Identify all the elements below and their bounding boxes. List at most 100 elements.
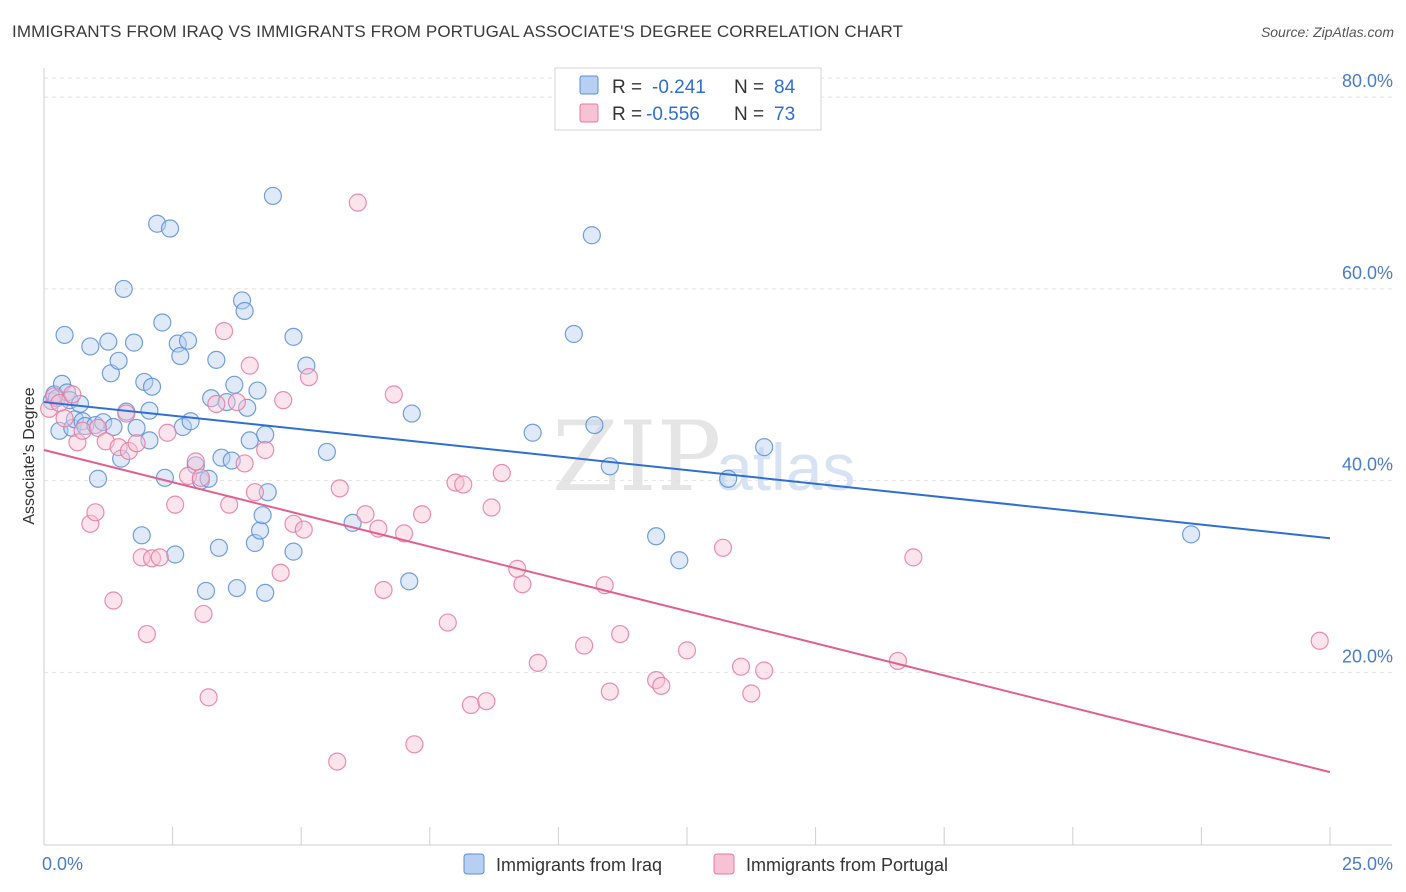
legend-portugal-r-label: R = (612, 104, 642, 125)
source-credit: Source: ZipAtlas.com (1260, 24, 1394, 40)
portugal-point (600, 682, 619, 701)
y-tick-label: 80.0% (1342, 71, 1393, 91)
portugal-point (73, 421, 92, 440)
portugal-point (677, 641, 697, 660)
portugal-point (330, 479, 349, 498)
iraq-point (248, 381, 267, 400)
iraq-point (256, 583, 275, 602)
portugal-point (482, 498, 501, 517)
gridlines (44, 77, 1392, 673)
iraq-point (132, 526, 151, 545)
iraq-point (166, 545, 185, 564)
iraq-point (104, 417, 123, 437)
portugal-point (731, 657, 751, 676)
portugal-point (284, 514, 303, 533)
portugal-point (356, 505, 375, 524)
legend-portugal-swatch (579, 103, 599, 123)
iraq-point (670, 551, 689, 570)
iraq-point (88, 469, 108, 488)
iraq-point (719, 469, 738, 488)
iraq-point (124, 333, 144, 352)
iraq-point (258, 483, 277, 502)
portugal-point (214, 322, 234, 341)
iraq-point (585, 415, 604, 435)
iraq-point (55, 325, 74, 345)
iraq-point (284, 327, 303, 346)
portugal-point (271, 563, 290, 582)
iraq-point (181, 412, 200, 431)
portugal-point (137, 624, 156, 644)
iraq-point (112, 449, 131, 468)
iraq-point (263, 186, 283, 206)
y-tick-label: 20.0% (1342, 646, 1393, 666)
iraq-point (114, 279, 133, 299)
portugal-point (888, 651, 908, 671)
data-points (40, 186, 1329, 771)
y-tick-label: 40.0% (1342, 455, 1393, 475)
iraq-point (523, 423, 542, 442)
trend-lines (43, 401, 1331, 774)
portugal-point (405, 735, 424, 754)
iraq-point (199, 469, 218, 488)
portugal-point (904, 548, 923, 567)
iraq-point (238, 398, 257, 417)
iraq-point (256, 425, 275, 444)
iraq-point (99, 332, 118, 351)
iraq-point (402, 404, 421, 423)
portugal-point (55, 409, 74, 428)
portugal-point (68, 433, 87, 452)
portugal-point (199, 688, 218, 707)
portugal-point (412, 505, 432, 524)
portugal-point (227, 392, 246, 412)
iraq-point (127, 418, 146, 438)
bottom-legend-portugal-label: Immigrants from Portugal (746, 855, 948, 875)
iraq-point (227, 578, 246, 598)
iraq-point (240, 431, 259, 450)
portugal-point (166, 495, 185, 514)
portugal-point (513, 575, 532, 594)
y-axis-label: Associate's Degree (21, 387, 38, 524)
portugal-point (294, 520, 313, 539)
portugal-point (127, 434, 146, 453)
iraq-point (284, 542, 303, 561)
legend-iraq-swatch (579, 75, 599, 95)
chart-title: IMMIGRANTS FROM IRAQ VS IMMIGRANTS FROM … (12, 22, 904, 41)
portugal-point (240, 356, 259, 375)
top-legend: R = -0.241 N = 84 R = -0.556 N = 73 (554, 67, 822, 131)
portugal-point (63, 385, 82, 404)
portugal-point (1310, 631, 1329, 650)
portugal-point (117, 404, 136, 423)
portugal-point (647, 670, 666, 690)
iraq-trend-line (43, 401, 1331, 540)
iraq-point (160, 219, 180, 238)
iraq-point (297, 356, 316, 375)
iraq-point (207, 350, 226, 369)
portugal-point (235, 454, 254, 473)
iraq-point (196, 581, 216, 601)
portugal-point (150, 548, 169, 567)
portugal-point (109, 438, 128, 457)
iraq-point (153, 313, 172, 332)
iraq-point (235, 301, 254, 321)
portugal-point (755, 661, 774, 680)
x-tick-label-min: 0.0% (42, 854, 83, 874)
portugal-point (274, 391, 293, 410)
portugal-point (191, 468, 210, 487)
portugal-point (158, 423, 177, 442)
iraq-point (647, 527, 666, 546)
portugal-point (104, 591, 123, 610)
tick-labels: 20.0% 40.0% 60.0% 80.0% 0.0% 25.0% (42, 71, 1393, 874)
iraq-point (109, 351, 128, 370)
legend-portugal-n-value: 73 (774, 104, 795, 125)
bottom-legend-iraq-swatch (463, 853, 485, 875)
portugal-point (142, 549, 162, 568)
axes (43, 68, 1392, 846)
portugal-point (461, 695, 481, 715)
iraq-point (142, 377, 162, 396)
portugal-point (575, 636, 594, 655)
iraq-point (582, 226, 601, 245)
watermark-zip: ZIP (552, 401, 721, 513)
iraq-point (232, 291, 252, 310)
portugal-point (742, 684, 761, 703)
